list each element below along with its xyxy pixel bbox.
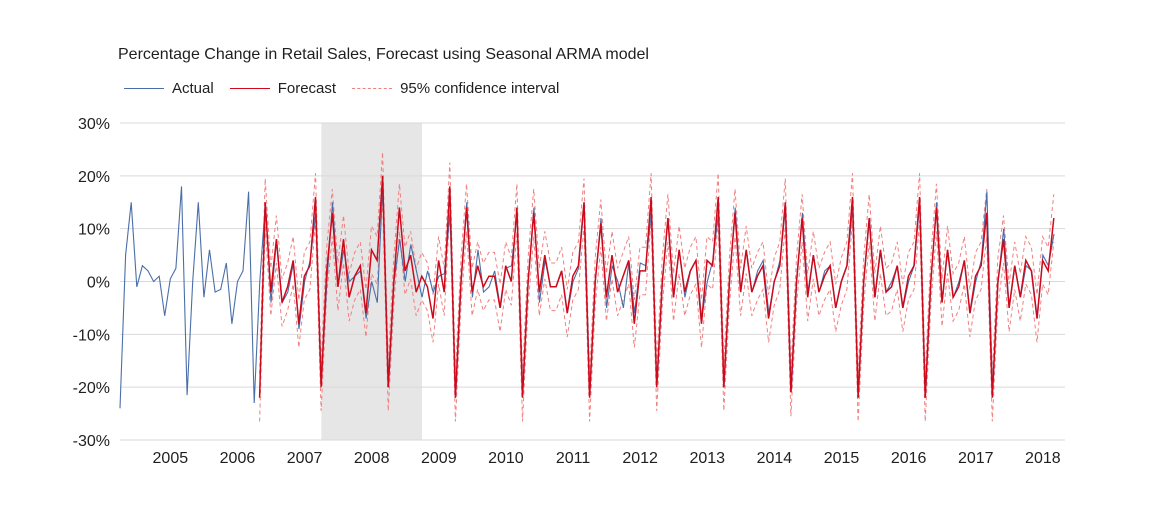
y-tick-label: 0% — [87, 275, 110, 292]
y-tick-label: 30% — [78, 116, 110, 133]
x-tick-label: 2013 — [689, 450, 725, 467]
legend-swatch-confidence — [352, 88, 393, 89]
y-axis-tick-labels: -30% -20% -10% 0% 10% 20% 30% — [73, 116, 110, 450]
x-tick-label: 2008 — [354, 450, 390, 467]
x-tick-label: 2011 — [556, 450, 591, 467]
y-tick-label: -20% — [73, 380, 110, 397]
x-tick-label: 2009 — [421, 450, 457, 467]
legend-label-confidence: 95% confidence interval — [400, 80, 560, 97]
x-tick-label: 2006 — [220, 450, 256, 467]
legend-swatch-forecast — [229, 88, 270, 89]
y-tick-label: -10% — [73, 327, 110, 344]
x-tick-label: 2015 — [824, 450, 860, 467]
x-tick-label: 2007 — [287, 450, 323, 467]
x-tick-label: 2012 — [622, 450, 658, 467]
legend-label-actual: Actual — [172, 80, 214, 97]
x-tick-label: 2010 — [488, 450, 524, 467]
legend-item-confidence: 95% confidence interval — [352, 80, 559, 97]
y-tick-label: 10% — [78, 222, 110, 239]
legend-swatch-actual — [124, 88, 164, 89]
legend-item-actual: Actual — [124, 80, 214, 97]
legend-item-forecast: Forecast — [229, 80, 337, 97]
y-tick-label: -30% — [73, 433, 110, 450]
forecast-line — [258, 175, 1055, 398]
chart-title: Percentage Change in Retail Sales, Forec… — [118, 46, 649, 63]
x-tick-label: 2018 — [1025, 450, 1061, 467]
legend-label-forecast: Forecast — [277, 80, 337, 97]
forecast-series-layer — [258, 175, 1055, 398]
x-tick-label: 2017 — [958, 450, 994, 467]
x-tick-label: 2005 — [153, 450, 189, 467]
y-tick-label: 20% — [78, 169, 110, 186]
x-tick-label: 2016 — [891, 450, 927, 467]
legend: Actual Forecast 95% confidence interval — [124, 80, 575, 97]
x-axis-tick-labels: 2005 2006 2007 2008 2009 2010 2011 2012 2013 2014… — [153, 450, 1061, 467]
ci-lower-line — [259, 199, 1055, 422]
x-tick-label: 2014 — [757, 450, 793, 467]
